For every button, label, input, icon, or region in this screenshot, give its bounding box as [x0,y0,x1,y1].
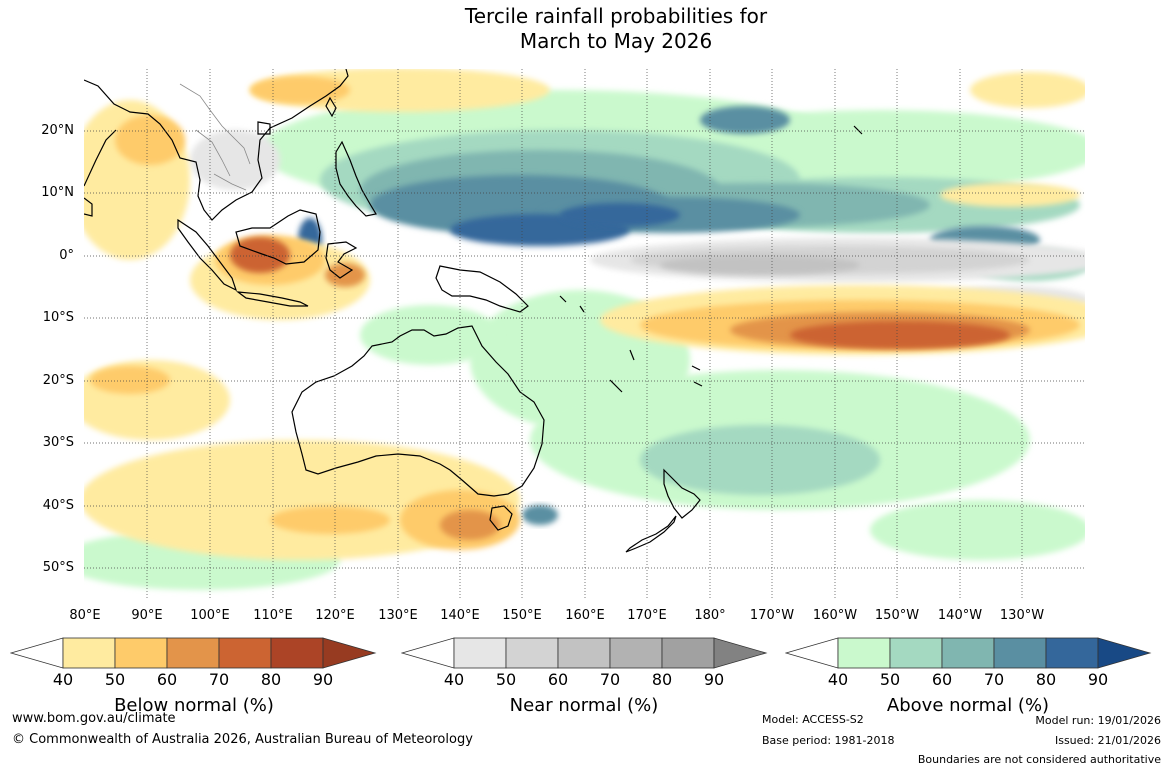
lon-label-100e: 100°E [190,608,230,623]
near-colorbar-segment-2 [505,637,559,669]
new-zealand-south-coastline [625,515,677,553]
above-tick-50: 50 [879,670,901,689]
near-tick-80: 80 [651,670,673,689]
near-tick-50: 50 [495,670,517,689]
sumatra-coastline [177,218,238,292]
lon-label-130w: 130°W [999,608,1045,623]
near-colorbar-low-triangle [401,637,455,669]
graticule [84,69,1085,599]
above-colorbar-high-triangle [1097,637,1152,669]
lon-label-160e: 160°E [565,608,605,623]
lon-label-120e: 120°E [315,608,355,623]
copyright-text: © Commonwealth of Australia 2026, Austra… [12,732,473,747]
chart-title: Tercile rainfall probabilities for March… [0,4,1173,54]
near-colorbar-segment-5 [661,637,715,669]
below-colorbar-segment-3 [166,637,220,669]
below-colorbar-segment-2 [114,637,168,669]
lat-label-50s: 50°S [42,560,74,575]
lat-label-40s: 40°S [42,498,74,513]
above-tick-40: 40 [827,670,849,689]
below-tick-50: 50 [104,670,126,689]
lon-label-170e: 170°E [627,608,667,623]
lon-label-160w: 160°W [812,608,858,623]
above-normal-colorbar [785,637,1152,669]
near-colorbar-segment-3 [557,637,611,669]
below-colorbar-segment-4 [218,637,272,669]
pacific-islands-coastline [559,125,863,393]
country-boundaries [179,83,251,191]
below-colorbar-segment-5 [270,637,324,669]
java-coastline [235,291,309,307]
model-name: Model: ACCESS-S2 [762,713,864,726]
india-coastline [84,129,117,187]
above-colorbar-segment-5 [1045,637,1099,669]
new-guinea-coastline [435,265,529,313]
above-colorbar-segment-3 [941,637,995,669]
hainan-coastline [257,121,271,135]
lon-label-150e: 150°E [502,608,542,623]
near-tick-40: 40 [443,670,465,689]
lon-label-180: 180° [694,608,726,623]
lon-label-150w: 150°W [874,608,920,623]
near-tick-60: 60 [547,670,569,689]
lat-label-20s: 20°S [42,373,74,388]
below-normal-title: Below normal (%) [114,695,274,716]
below-tick-70: 70 [208,670,230,689]
lon-label-140w: 140°W [937,608,983,623]
lon-label-110e: 110°E [253,608,293,623]
lon-label-170w: 170°W [749,608,795,623]
below-tick-80: 80 [260,670,282,689]
website-link[interactable]: www.bom.gov.au/climate [12,711,176,726]
above-tick-90: 90 [1087,670,1109,689]
taiwan-coastline [325,96,337,118]
issued-date: Issued: 21/01/2026 [1054,734,1161,747]
lon-label-130e: 130°E [378,608,418,623]
australia-coastline [291,325,545,497]
lon-label-140e: 140°E [440,608,480,623]
below-colorbar-segment-1 [62,637,116,669]
sri-lanka-coastline [84,197,93,217]
above-colorbar-low-triangle [785,637,839,669]
lat-label-20n: 20°N [41,123,74,138]
near-tick-90: 90 [703,670,725,689]
boundaries-disclaimer: Boundaries are not considered authoritat… [917,753,1161,766]
lat-label-30s: 30°S [42,435,74,450]
title-line-2: March to May 2026 [519,29,713,53]
above-colorbar-segment-4 [993,637,1047,669]
near-normal-title: Near normal (%) [509,695,659,716]
sulawesi-coastline [325,241,358,279]
below-normal-colorbar [10,637,377,669]
near-tick-70: 70 [599,670,621,689]
below-colorbar-low-triangle [10,637,64,669]
near-normal-colorbar [401,637,768,669]
above-tick-80: 80 [1035,670,1057,689]
above-normal-title: Above normal (%) [886,695,1050,716]
lat-label-10s: 10°S [42,310,74,325]
above-tick-70: 70 [983,670,1005,689]
asia-coastline [84,69,349,221]
below-tick-40: 40 [52,670,74,689]
above-tick-60: 60 [931,670,953,689]
below-tick-90: 90 [312,670,334,689]
new-zealand-north-coastline [663,468,701,519]
philippines-coastline [335,140,377,217]
below-tick-60: 60 [156,670,178,689]
lat-label-10n: 10°N [41,185,74,200]
below-colorbar-high-triangle [322,637,377,669]
lon-label-90e: 90°E [131,608,163,623]
title-line-1: Tercile rainfall probabilities for [464,4,768,28]
coastlines [84,69,863,553]
above-colorbar-segment-2 [889,637,943,669]
lat-label-equator: 0° [59,248,74,263]
base-period: Base period: 1981-2018 [762,734,895,747]
near-colorbar-segment-1 [453,637,507,669]
above-colorbar-segment-1 [837,637,891,669]
near-colorbar-segment-4 [609,637,663,669]
model-run-date: Model run: 19/01/2026 [1035,714,1161,727]
near-colorbar-high-triangle [713,637,768,669]
lon-label-80e: 80°E [69,608,101,623]
